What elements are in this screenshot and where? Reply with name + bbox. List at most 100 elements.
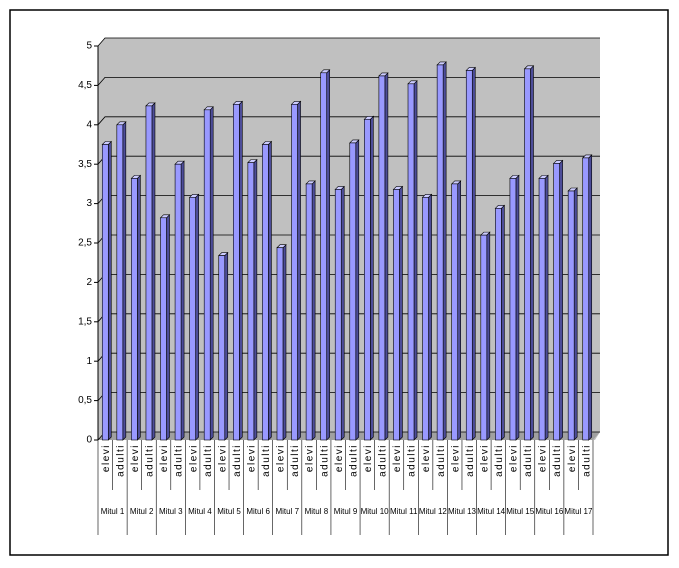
bar-front [262, 144, 269, 441]
group-label: Mitul 9 [334, 507, 358, 516]
bar-side [457, 180, 461, 441]
y-tick-label: 1 [86, 356, 92, 367]
bar-front [393, 189, 400, 441]
bar-front [378, 75, 386, 441]
bar-front [480, 234, 488, 441]
bar-front [407, 83, 415, 441]
x-tick-label: adulti [203, 444, 214, 477]
bar-front [233, 104, 240, 441]
bar [450, 180, 462, 441]
bar-side [166, 214, 170, 441]
bar [276, 244, 287, 441]
group-label: Mitul 10 [361, 507, 390, 516]
bar-side [413, 80, 418, 441]
group-label: Mitul 1 [101, 507, 125, 516]
grid-line [97, 37, 600, 47]
bar-side [355, 139, 360, 441]
bar-front [160, 217, 167, 441]
y-tick-label: 5 [86, 41, 92, 52]
bar-side [122, 121, 127, 441]
bar-side [151, 102, 156, 441]
bar-side [515, 174, 520, 441]
bar-front [116, 124, 124, 441]
group-label: Mitul 17 [564, 507, 593, 516]
x-tick-label: adulti [174, 444, 185, 477]
bar-front [495, 208, 502, 441]
bar-front [349, 142, 357, 441]
bar-side [311, 180, 316, 441]
bar-side [340, 185, 345, 441]
bar [159, 214, 171, 441]
x-tick-label: adulti [581, 444, 592, 477]
bar-side [486, 231, 491, 441]
x-tick-label: elevi [421, 444, 432, 472]
group-label: Mitul 11 [390, 507, 418, 516]
group-label: Mitul 16 [535, 507, 564, 516]
bar [567, 187, 578, 441]
bar-front [131, 178, 138, 441]
x-tick-label: adulti [494, 444, 505, 477]
bar [552, 159, 564, 441]
x-tick-label: adulti [407, 444, 418, 477]
bar [290, 100, 302, 441]
group-label: Mitul 5 [217, 507, 241, 516]
y-tick-label: 3,5 [78, 159, 92, 170]
x-tick-label: elevi [334, 444, 345, 472]
bar [247, 158, 258, 441]
bar [218, 251, 229, 441]
bar-side [195, 193, 199, 441]
bar-front [276, 247, 284, 441]
x-tick-label: adulti [290, 444, 301, 477]
group-label: Mitul 14 [477, 507, 506, 516]
group-label: Mitul 4 [188, 507, 212, 516]
bar [363, 115, 375, 441]
bar-front [174, 163, 182, 441]
bar-side [137, 174, 141, 441]
bar-front [509, 178, 517, 441]
bar-side [428, 193, 432, 441]
bar-front [218, 255, 226, 441]
bar-front [203, 109, 211, 441]
bar-front [145, 105, 153, 441]
group-label: Mitul 2 [130, 507, 154, 516]
bar-side [282, 244, 287, 441]
bar [407, 80, 418, 441]
y-tick-label: 1,5 [78, 316, 92, 327]
x-tick-label: elevi [130, 444, 141, 472]
bar-front [553, 163, 560, 441]
grid-line [97, 77, 600, 86]
bar [421, 193, 433, 441]
bar [319, 69, 331, 441]
bar-front [451, 183, 458, 441]
bar [509, 174, 520, 441]
bar-front [436, 64, 444, 441]
x-tick-label: adulti [436, 444, 447, 477]
x-tick-label: elevi [567, 444, 578, 472]
bar-side [442, 61, 447, 441]
bar [465, 66, 476, 441]
bar-front [524, 68, 531, 441]
bar-side [530, 65, 534, 441]
bar [145, 102, 156, 441]
bar-side [253, 158, 258, 441]
bar [334, 185, 345, 441]
group-label: Mitul 13 [448, 507, 477, 516]
bar-side [544, 174, 549, 441]
bar [392, 185, 404, 441]
bar [581, 154, 593, 441]
x-tick-label: adulti [145, 444, 156, 477]
group-label: Mitul 3 [159, 507, 183, 516]
x-tick-label: elevi [159, 444, 170, 472]
x-tick-label: adulti [465, 444, 476, 477]
bar [436, 61, 447, 441]
bar-side [326, 69, 330, 441]
bar-front [538, 178, 546, 441]
group-label: Mitul 7 [275, 507, 299, 516]
x-tick-label: elevi [363, 444, 374, 472]
x-tick-label: elevi [392, 444, 403, 472]
x-tick-label: adulti [523, 444, 534, 477]
bar-front [291, 104, 298, 441]
bar [349, 139, 360, 441]
x-tick-label: adulti [261, 444, 272, 477]
